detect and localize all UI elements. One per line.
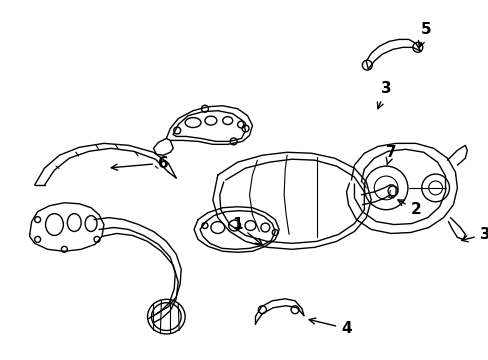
Text: 3: 3 xyxy=(377,81,390,109)
Text: 1: 1 xyxy=(232,217,262,244)
Text: 3: 3 xyxy=(461,227,488,242)
Text: L: L xyxy=(387,190,393,200)
Text: 4: 4 xyxy=(308,318,351,336)
Text: 7: 7 xyxy=(385,145,396,165)
Text: 6: 6 xyxy=(111,156,168,171)
Text: 5: 5 xyxy=(418,22,430,47)
Text: 2: 2 xyxy=(397,200,420,217)
